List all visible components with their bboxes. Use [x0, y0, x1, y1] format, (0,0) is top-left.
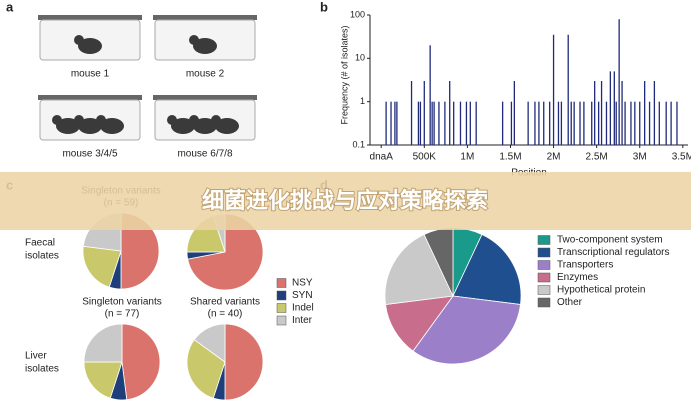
mouse [56, 118, 80, 134]
mouse-head [167, 115, 177, 125]
row-label: isolates [25, 364, 59, 375]
cage-lid [153, 15, 257, 20]
cage-label: mouse 2 [186, 69, 225, 80]
x-tick-label: dnaA [370, 152, 394, 163]
mouse [78, 118, 102, 134]
mouse-head [189, 115, 199, 125]
mouse [193, 118, 217, 134]
mouse [215, 118, 239, 134]
mouse-head [52, 115, 62, 125]
legend-swatch [537, 285, 551, 295]
legend-label: Inter [292, 315, 313, 326]
pie-slice [82, 245, 122, 288]
x-tick-label: 1M [460, 152, 474, 163]
cage-lid [153, 95, 257, 100]
x-tick-label: 500K [413, 152, 437, 163]
cage-label: mouse 1 [71, 69, 110, 80]
y-tick-label: 1 [360, 96, 365, 106]
row-label: Liver [25, 351, 47, 362]
banner-title: 细菌进化挑战与应对策略探索 [202, 188, 488, 214]
mouse-head [189, 35, 199, 45]
cage-lid [38, 15, 142, 20]
legend-label: Indel [292, 303, 314, 314]
legend-swatch [537, 235, 551, 245]
panel-label: a [6, 0, 14, 14]
row-label: Faecal [25, 238, 55, 249]
pie-subtitle: (n = 77) [105, 309, 140, 320]
x-tick-label: 2.5M [586, 152, 608, 163]
pie-slice [224, 323, 264, 400]
legend-label: Transporters [557, 260, 613, 271]
mouse [171, 118, 195, 134]
pie-slice [412, 295, 521, 365]
mouse-head [74, 35, 84, 45]
legend-label: SYN [292, 290, 313, 301]
pie-slice [83, 361, 123, 399]
y-axis-label: Frequency (# of isolates) [339, 25, 349, 124]
x-tick-label: 2M [547, 152, 561, 163]
legend-label: Two-component system [557, 235, 663, 246]
x-tick-label: 3.5M [672, 152, 691, 163]
y-tick-label: 0.1 [352, 139, 365, 149]
legend-swatch [276, 278, 287, 288]
legend-swatch [276, 315, 287, 326]
x-tick-label: 1.5M [499, 152, 521, 163]
legend-label: Other [557, 297, 583, 308]
pie-slice [121, 323, 161, 400]
panel-label: b [320, 0, 328, 14]
pie-slice [186, 339, 226, 399]
row-label: isolates [25, 251, 59, 262]
mouse-head [74, 115, 84, 125]
mouse [78, 38, 102, 54]
legend-swatch [276, 290, 287, 301]
pie-title: Shared variants [190, 297, 260, 308]
y-tick-label: 100 [350, 9, 365, 19]
legend-label: Transcriptional regulators [557, 247, 669, 258]
legend-label: NSY [292, 278, 313, 289]
pie-slice [193, 323, 226, 363]
cage-label: mouse 6/7/8 [177, 149, 232, 160]
pie-slice [83, 323, 123, 363]
legend-label: Enzymes [557, 272, 598, 283]
pie-slice [384, 233, 454, 305]
pie-slice [452, 233, 522, 305]
y-tick-label: 10 [355, 53, 365, 63]
legend-label: Hypothetical protein [557, 285, 645, 296]
pie-title: Singleton variants [82, 297, 162, 308]
legend-swatch [537, 297, 551, 308]
mouse-head [96, 115, 106, 125]
x-tick-label: 3M [633, 152, 647, 163]
mouse-head [211, 115, 221, 125]
legend-swatch [276, 303, 287, 313]
mouse [100, 118, 124, 134]
legend-swatch [537, 260, 551, 270]
cage-label: mouse 3/4/5 [62, 149, 117, 160]
mouse [193, 38, 217, 54]
legend-swatch [537, 247, 551, 258]
legend-swatch [537, 272, 551, 283]
pie-slice [385, 295, 454, 352]
banner [0, 172, 691, 230]
pie-subtitle: (n = 40) [208, 309, 243, 320]
cage-lid [38, 95, 142, 100]
